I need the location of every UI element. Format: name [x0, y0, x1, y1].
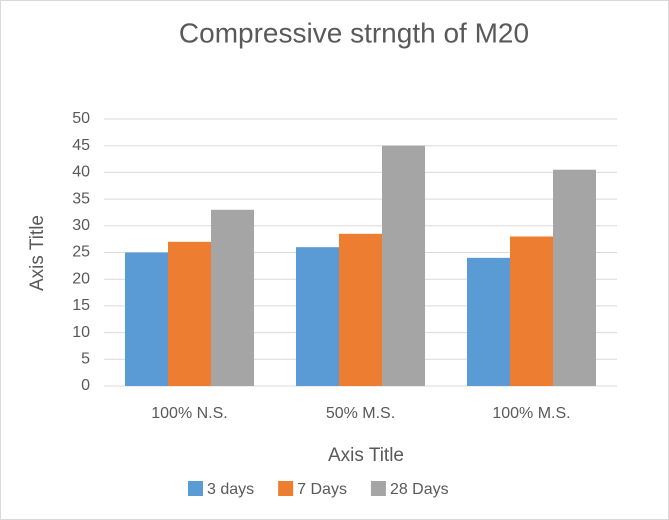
bar [467, 257, 510, 386]
bar [382, 145, 425, 386]
y-tick-label: 30 [72, 217, 90, 234]
y-tick-label: 50 [72, 110, 90, 127]
y-tick-label: 10 [72, 324, 90, 341]
y-tick-label: 5 [81, 351, 90, 368]
bar [296, 247, 339, 386]
legend-label: 28 Days [390, 481, 449, 498]
y-axis-title: Axis Title [27, 215, 48, 291]
y-tick-label: 35 [72, 190, 90, 207]
bar [553, 169, 596, 386]
bar [211, 209, 254, 386]
x-axis-title: Axis Title [328, 445, 404, 466]
y-tick-label: 15 [72, 297, 90, 314]
x-tick-label: 100% N.S. [151, 405, 227, 422]
bar [125, 252, 168, 386]
legend-swatch [188, 481, 203, 496]
y-tick-label: 45 [72, 137, 90, 154]
x-tick-label: 50% M.S. [326, 405, 395, 422]
y-tick-label: 0 [81, 377, 90, 394]
bar [339, 233, 382, 386]
y-tick-label: 25 [72, 244, 90, 261]
y-tick-label: 20 [72, 270, 90, 287]
bar [510, 236, 553, 386]
x-tick-label: 100% M.S. [492, 405, 570, 422]
chart-title: Compressive strngth of M20 [179, 17, 529, 48]
legend-label: 3 days [207, 481, 254, 498]
legend-label: 7 Days [297, 481, 347, 498]
legend-swatch [278, 481, 294, 496]
bar [168, 241, 211, 386]
y-tick-label: 40 [72, 164, 90, 181]
legend-swatch [370, 481, 386, 496]
